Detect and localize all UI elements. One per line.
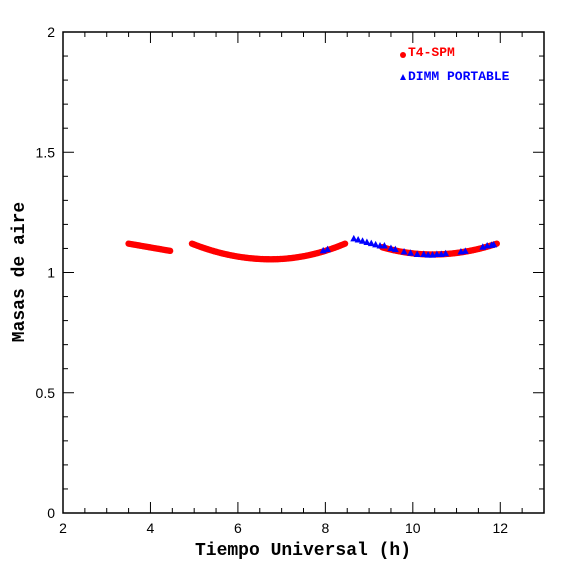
dimm-portable-point	[359, 237, 367, 244]
plot-frame	[62, 31, 545, 514]
dimm-portable-point	[391, 245, 399, 253]
dimm-portable-point	[400, 248, 408, 255]
tick-labels: 2 4 6 8 10 12 0 0.5 1 1.5 2	[36, 24, 509, 536]
dimm-portable-point	[442, 249, 450, 257]
x-axis-title: Tiempo Universal (h)	[195, 541, 411, 561]
x-tick-label: 2	[59, 520, 67, 536]
y-tick-label: 0	[47, 505, 55, 521]
y-tick-label: 2	[47, 24, 55, 40]
series-t4-spm	[125, 240, 500, 263]
dimm-portable-point	[367, 239, 375, 247]
dimm-portable-point	[407, 249, 415, 256]
dimm-portable-point	[413, 250, 421, 257]
y-tick-label: 1.5	[36, 144, 56, 160]
legend: T4-SPM DIMM PORTABLE	[400, 45, 510, 84]
series-dimm-portable	[319, 234, 498, 258]
dimm-portable-point	[350, 234, 358, 242]
dimm-portable-point	[363, 238, 371, 245]
dimm-portable-point	[324, 245, 332, 253]
legend-label-dimm-portable: DIMM PORTABLE	[408, 69, 510, 84]
dimm-portable-point	[420, 250, 428, 257]
x-tick-label: 8	[321, 520, 329, 536]
legend-marker-t4-spm	[400, 52, 406, 58]
x-tick-label: 12	[492, 520, 508, 536]
dimm-portable-point	[461, 247, 469, 254]
dimm-portable-point	[490, 240, 498, 248]
y-tick-label: 1	[47, 265, 55, 281]
x-tick-label: 6	[234, 520, 242, 536]
legend-marker-dimm-portable	[400, 74, 406, 80]
axis-ticks	[62, 31, 545, 514]
legend-label-t4-spm: T4-SPM	[408, 45, 455, 60]
dimm-portable-point	[354, 236, 362, 243]
t4-spm-point	[166, 247, 174, 255]
x-tick-label: 4	[147, 520, 155, 536]
y-tick-label: 0.5	[36, 385, 56, 401]
t4-spm-point	[341, 240, 349, 247]
dimm-portable-point	[372, 240, 380, 248]
x-tick-label: 10	[405, 520, 421, 536]
y-axis-title: Masas de aire	[10, 202, 30, 342]
dimm-portable-point	[380, 242, 388, 249]
dimm-portable-point	[387, 244, 395, 251]
